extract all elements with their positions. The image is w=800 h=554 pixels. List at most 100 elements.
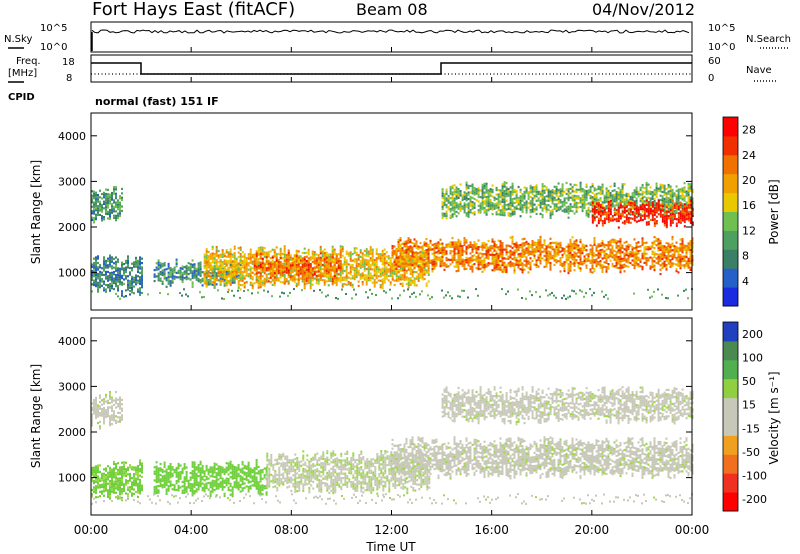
echo-cell bbox=[515, 263, 518, 266]
echo-cell bbox=[455, 195, 458, 198]
echo-cell bbox=[281, 264, 284, 268]
echo-cell bbox=[645, 197, 648, 200]
echo-cell bbox=[573, 264, 576, 267]
echo-cell bbox=[549, 257, 552, 260]
echo-cell bbox=[325, 256, 328, 259]
echo-cell bbox=[509, 262, 512, 266]
echo-cell bbox=[209, 253, 212, 256]
echo-cell bbox=[675, 211, 678, 214]
echo-cell bbox=[661, 249, 664, 252]
echo-cell bbox=[407, 248, 410, 251]
echo-cell bbox=[565, 201, 568, 204]
echo-cell bbox=[621, 187, 624, 190]
echo-cell bbox=[509, 256, 512, 259]
echo-cell bbox=[621, 196, 624, 199]
echo-cell bbox=[279, 263, 282, 266]
echo-cell bbox=[289, 266, 292, 269]
echo-cell bbox=[541, 207, 544, 210]
echo-cell bbox=[91, 278, 93, 282]
echo-cell bbox=[627, 245, 630, 249]
echo-cell bbox=[559, 201, 562, 204]
echo-cell bbox=[531, 246, 534, 249]
echo-cell bbox=[635, 193, 638, 196]
echo-cell bbox=[361, 280, 364, 284]
echo-cell bbox=[677, 264, 680, 267]
echo-cell bbox=[579, 205, 582, 209]
echo-cell bbox=[655, 184, 658, 187]
echo-cell bbox=[455, 188, 458, 191]
echo-cell bbox=[599, 251, 602, 254]
echo-cell bbox=[667, 242, 670, 245]
echo-cell bbox=[451, 187, 454, 190]
echo-cell bbox=[633, 258, 636, 261]
echo-cell bbox=[377, 279, 380, 282]
echo-cell bbox=[465, 261, 468, 264]
echo-cell bbox=[449, 192, 452, 195]
echo-cell bbox=[191, 276, 194, 280]
echo-cell bbox=[397, 265, 400, 268]
echo-cell bbox=[673, 192, 676, 195]
echo-cell bbox=[257, 264, 260, 268]
echo-cell bbox=[191, 270, 194, 273]
echo-cell bbox=[547, 188, 550, 191]
echo-cell bbox=[487, 189, 490, 192]
echo-cell bbox=[119, 197, 121, 200]
echo-cell bbox=[677, 255, 680, 259]
echo-cell bbox=[609, 241, 612, 245]
echo-cell bbox=[617, 247, 620, 250]
echo-cell bbox=[493, 260, 496, 263]
echo-cell bbox=[453, 243, 456, 246]
echo-cell bbox=[471, 183, 474, 186]
echo-cell bbox=[283, 245, 286, 248]
echo-cell bbox=[653, 264, 656, 267]
echo-cell bbox=[463, 250, 466, 253]
echo-cell bbox=[525, 189, 528, 192]
echo-cell bbox=[395, 250, 398, 253]
echo-cell bbox=[281, 267, 284, 270]
echo-cell bbox=[411, 259, 414, 263]
echo-cell bbox=[265, 269, 268, 272]
echo-cell bbox=[543, 243, 546, 246]
echo-cell bbox=[391, 271, 394, 275]
echo-cell bbox=[389, 270, 392, 273]
echo-cell bbox=[383, 259, 386, 262]
echo-cell bbox=[105, 201, 107, 204]
echo-cell bbox=[609, 239, 612, 242]
echo-cell bbox=[635, 246, 638, 249]
echo-cell bbox=[485, 191, 488, 194]
echo-cell bbox=[343, 258, 346, 262]
echo-cell bbox=[603, 252, 606, 255]
echo-cell bbox=[481, 203, 484, 206]
echo-cell bbox=[463, 208, 466, 212]
echo-cell bbox=[545, 195, 548, 198]
echo-cell bbox=[109, 274, 111, 277]
echo-cell bbox=[351, 274, 354, 278]
echo-cell bbox=[523, 264, 526, 267]
echo-cell bbox=[97, 207, 99, 210]
echo-cell bbox=[513, 210, 516, 213]
echo-cell bbox=[609, 219, 612, 222]
echo-cell bbox=[579, 181, 582, 184]
echo-cell bbox=[409, 283, 412, 287]
echo-cell bbox=[383, 261, 386, 264]
echo-cell bbox=[473, 245, 476, 248]
echo-cell bbox=[141, 279, 143, 282]
echo-cell bbox=[365, 259, 368, 262]
echo-cell bbox=[405, 258, 408, 261]
echo-cell bbox=[411, 275, 414, 278]
echo-cell bbox=[341, 276, 344, 279]
echo-cell bbox=[217, 271, 220, 275]
echo-cell bbox=[427, 263, 430, 266]
echo-cell bbox=[605, 189, 608, 192]
echo-cell bbox=[617, 187, 620, 190]
echo-cell bbox=[97, 275, 99, 278]
echo-cell bbox=[117, 214, 119, 217]
echo-cell bbox=[239, 288, 242, 291]
echo-cell bbox=[543, 196, 546, 199]
echo-cell bbox=[507, 257, 510, 261]
echo-cell bbox=[555, 209, 558, 213]
echo-cell bbox=[453, 212, 456, 216]
echo-cell bbox=[307, 281, 310, 284]
echo-cell bbox=[491, 238, 494, 241]
echo-cell bbox=[457, 247, 460, 250]
